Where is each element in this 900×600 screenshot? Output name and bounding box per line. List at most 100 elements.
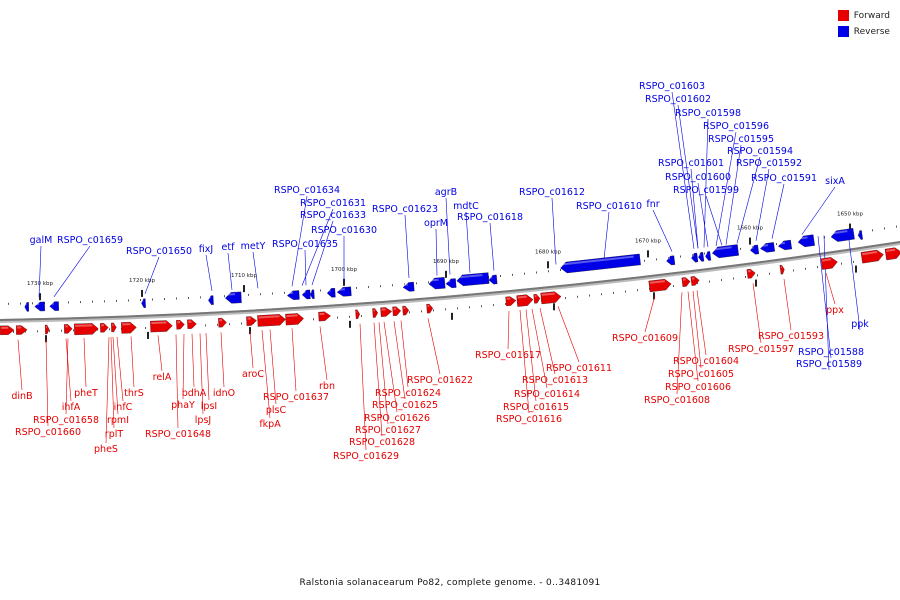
legend-label-forward: Forward [853, 10, 890, 21]
reverse-gene-label: fnr [646, 199, 659, 210]
minor-tick [697, 282, 698, 285]
forward-gene-label-leader [17, 339, 23, 391]
legend-item-forward: Forward [837, 8, 890, 23]
forward-gene-label: RSPO_c01597 [728, 344, 794, 355]
reverse-gene-label-leader [465, 211, 471, 273]
forward-gene-label: ihfA [62, 402, 81, 413]
reverse-gene-label: agrB [435, 187, 457, 198]
minor-tick [404, 283, 405, 286]
reverse-gene-body [797, 234, 815, 248]
reverse-gene-shine [561, 255, 634, 266]
reverse-gene [488, 274, 498, 285]
reverse-gene-body [830, 228, 855, 242]
reverse-gene [208, 295, 214, 305]
reverse-gene-label-leader [291, 195, 308, 287]
forward-gene-label-leader [783, 278, 792, 331]
minor-tick [164, 298, 165, 301]
reverse-gene-body [698, 252, 705, 262]
reverse-gene-label: ppk [851, 319, 869, 330]
forward-gene-label-leader [696, 290, 707, 356]
forward-gene-body [681, 277, 691, 287]
forward-gene-label: RSPO_c01617 [475, 350, 541, 361]
forward-gene-body [100, 323, 109, 333]
forward-gene-label: idnO [213, 388, 235, 399]
forward-gene-label: plsC [266, 405, 287, 416]
reverse-gene-body [326, 287, 336, 298]
forward-gene-label-leader [383, 321, 398, 413]
forward-gene-shine [122, 323, 131, 326]
reverse-gene-shine [760, 244, 769, 248]
forward-gene-shine [112, 323, 114, 326]
forward-gene [690, 276, 700, 286]
forward-gene [540, 291, 562, 305]
minor-tick [92, 300, 93, 303]
forward-gene-shine [258, 315, 280, 319]
major-tick [547, 261, 549, 269]
minor-tick [116, 299, 117, 302]
minor-tick [217, 323, 218, 326]
reverse-gene-shine [209, 296, 211, 299]
reverse-gene-label: RSPO_c01634 [274, 185, 340, 196]
minor-tick [97, 328, 98, 331]
forward-gene [318, 311, 331, 322]
forward-gene-label-leader [557, 306, 580, 363]
forward-gene-body [15, 325, 28, 335]
minor-tick [68, 301, 69, 304]
forward-gene-label-leader [45, 339, 49, 427]
reverse-gene-shine [692, 254, 694, 257]
major-tick [141, 289, 143, 297]
reverse-gene-shine [302, 291, 306, 294]
reverse-gene-label-leader [715, 131, 737, 247]
reverse-gene-shine [750, 246, 754, 249]
forward-gene-label-leader [130, 336, 135, 388]
reverse-gene-label-leader [489, 222, 495, 271]
reverse-gene-shine [287, 291, 294, 295]
reverse-gene-shine [858, 231, 860, 234]
minor-tick [445, 308, 446, 311]
reverse-gene-label: RSPO_c01610 [576, 201, 642, 212]
reverse-gene-shine [226, 293, 236, 296]
minor-tick [428, 281, 429, 284]
reverse-gene-label-leader [847, 231, 861, 331]
reverse-gene-label-leader [435, 228, 438, 276]
minor-tick [356, 286, 357, 289]
forward-gene-label: RSPO_c01637 [263, 392, 329, 403]
reverse-gene [286, 290, 300, 300]
forward-gene-shine [862, 250, 878, 256]
reverse-gene-body [445, 278, 457, 289]
minor-tick [560, 269, 561, 272]
major-tick [243, 285, 245, 293]
forward-gene-label-leader [644, 295, 656, 333]
reverse-gene-body [705, 251, 712, 261]
reverse-gene [402, 281, 415, 292]
forward-gene-label-leader [269, 329, 277, 405]
minor-tick [457, 307, 458, 310]
forward-gene-body [355, 309, 360, 320]
major-tick-lower [653, 292, 655, 300]
major-tick-lower [147, 331, 149, 339]
major-tick [749, 237, 751, 245]
minor-tick [37, 330, 38, 333]
major-tick-lower [451, 312, 453, 320]
reverse-gene [830, 228, 855, 242]
forward-gene-label: RSPO_c01660 [15, 427, 81, 438]
minor-tick [176, 297, 177, 300]
forward-gene-label-leader [191, 333, 195, 388]
reverse-gene-label: RSPO_c01602 [645, 94, 711, 105]
forward-gene-body [884, 247, 900, 261]
forward-gene-shine [517, 295, 527, 299]
reverse-gene-body [310, 289, 315, 299]
reverse-gene [698, 252, 705, 262]
forward-gene [779, 264, 785, 275]
forward-gene-shine [65, 325, 68, 328]
reverse-gene-body [141, 298, 146, 308]
reverse-gene-body [49, 301, 59, 311]
reverse-gene-label-leader [801, 186, 836, 235]
forward-gene-label: relA [153, 372, 172, 383]
minor-tick [61, 329, 62, 332]
reverse-gene-label: RSPO_c01603 [639, 81, 705, 92]
forward-gene-body [426, 303, 434, 314]
reverse-gene-label: RSPO_c01599 [673, 185, 739, 196]
forward-gene-body [74, 323, 99, 336]
minor-tick [260, 293, 261, 296]
